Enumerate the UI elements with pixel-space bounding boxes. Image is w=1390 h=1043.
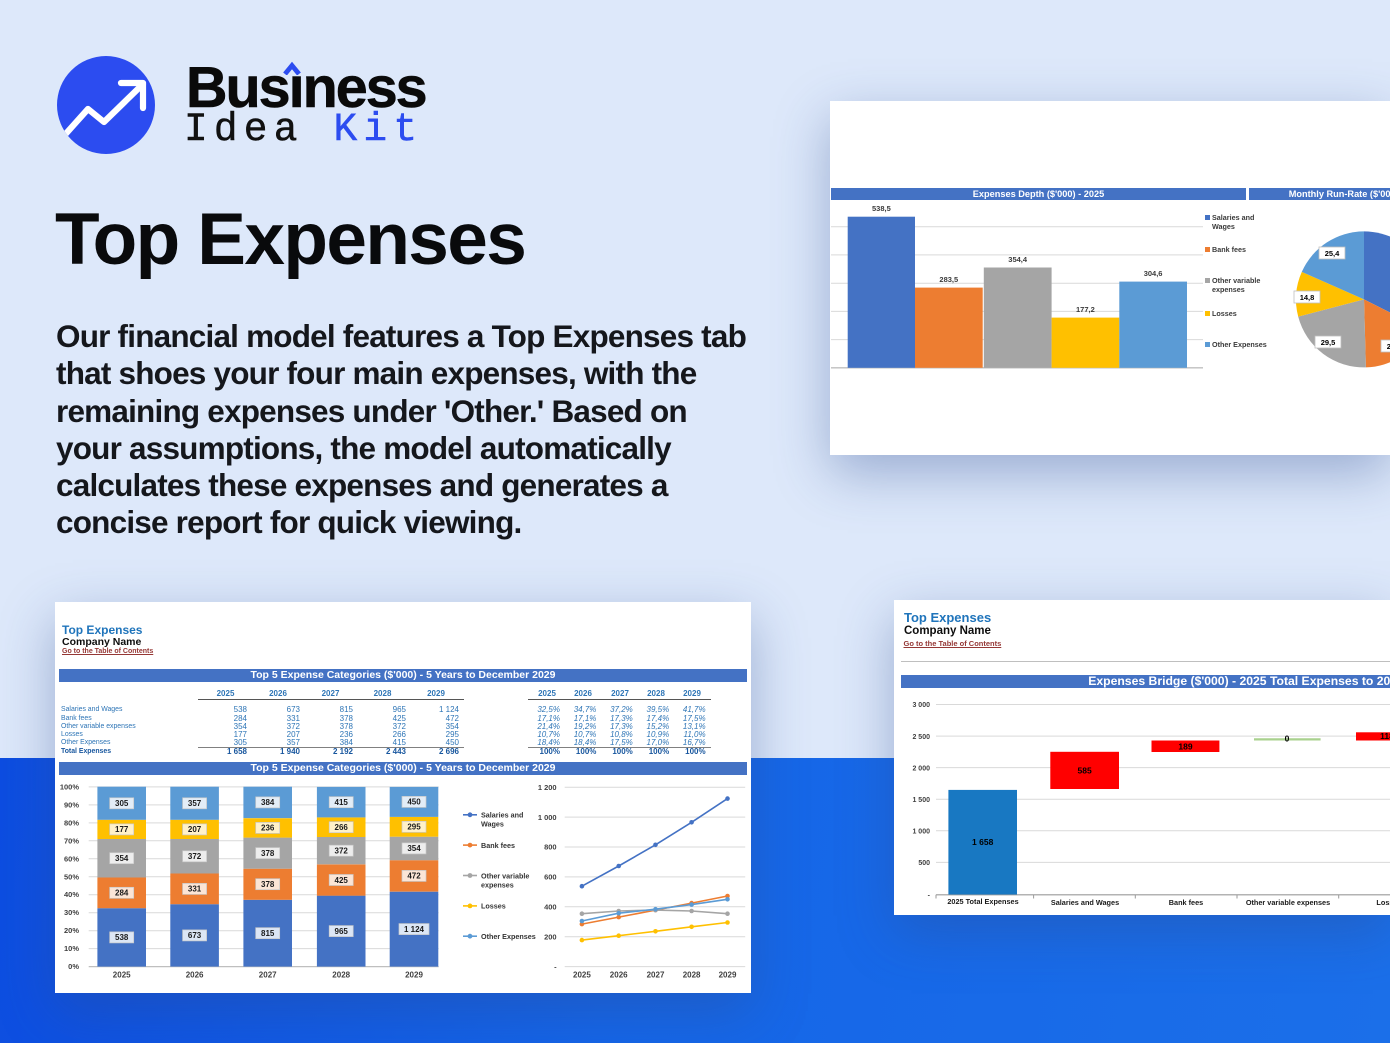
svg-text:378: 378 bbox=[261, 880, 275, 889]
svg-text:472: 472 bbox=[407, 872, 421, 881]
svg-text:2029: 2029 bbox=[405, 970, 423, 979]
svg-text:295: 295 bbox=[407, 823, 421, 832]
svg-text:Other variable: Other variable bbox=[481, 871, 529, 880]
svg-text:500: 500 bbox=[918, 860, 930, 867]
svg-text:200: 200 bbox=[544, 932, 557, 941]
svg-text:Salaries and: Salaries and bbox=[1212, 213, 1254, 222]
svg-text:538: 538 bbox=[115, 933, 129, 942]
svg-text:354: 354 bbox=[115, 854, 129, 863]
svg-text:2025: 2025 bbox=[113, 970, 131, 979]
svg-text:425: 425 bbox=[335, 876, 349, 885]
svg-text:415: 415 bbox=[335, 798, 349, 807]
svg-text:354: 354 bbox=[407, 844, 421, 853]
svg-text:2028: 2028 bbox=[683, 970, 701, 979]
svg-text:400: 400 bbox=[544, 903, 557, 912]
svg-text:20%: 20% bbox=[64, 926, 79, 935]
svg-text:14,8: 14,8 bbox=[1300, 293, 1315, 302]
svg-text:expenses: expenses bbox=[481, 880, 514, 889]
svg-text:2 500: 2 500 bbox=[912, 734, 930, 741]
svg-text:10%: 10% bbox=[64, 944, 79, 953]
svg-text:372: 372 bbox=[188, 852, 202, 861]
svg-text:2028: 2028 bbox=[332, 970, 350, 979]
svg-text:50%: 50% bbox=[64, 872, 79, 881]
svg-text:80%: 80% bbox=[64, 818, 79, 827]
svg-text:965: 965 bbox=[335, 927, 349, 936]
svg-text:207: 207 bbox=[188, 825, 202, 834]
svg-text:Losses: Losses bbox=[1376, 898, 1390, 907]
svg-text:25,4: 25,4 bbox=[1325, 249, 1340, 258]
svg-text:2 000: 2 000 bbox=[912, 765, 930, 772]
svg-text:29,5: 29,5 bbox=[1321, 338, 1336, 347]
svg-text:Salaries and: Salaries and bbox=[481, 811, 523, 820]
svg-text:Salaries and Wages: Salaries and Wages bbox=[1051, 898, 1119, 907]
svg-text:90%: 90% bbox=[64, 800, 79, 809]
svg-text:Wages: Wages bbox=[1212, 222, 1235, 231]
svg-text:372: 372 bbox=[335, 847, 349, 856]
svg-text:Other variable expenses: Other variable expenses bbox=[1246, 898, 1330, 907]
svg-text:2027: 2027 bbox=[647, 970, 665, 979]
svg-text:673: 673 bbox=[188, 931, 202, 940]
svg-text:2026: 2026 bbox=[610, 970, 628, 979]
svg-text:3 000: 3 000 bbox=[912, 702, 930, 709]
svg-text:357: 357 bbox=[188, 799, 202, 808]
svg-text:189: 189 bbox=[1178, 741, 1192, 751]
svg-text:1 500: 1 500 bbox=[912, 797, 930, 804]
svg-text:1 124: 1 124 bbox=[404, 925, 425, 934]
svg-text:1 200: 1 200 bbox=[538, 783, 557, 792]
svg-text:Other Expenses: Other Expenses bbox=[1212, 340, 1267, 349]
svg-text:450: 450 bbox=[407, 798, 421, 807]
svg-text:331: 331 bbox=[188, 885, 202, 894]
svg-text:60%: 60% bbox=[64, 854, 79, 863]
svg-text:118: 118 bbox=[1380, 731, 1390, 741]
svg-text:305: 305 bbox=[115, 799, 129, 808]
svg-text:177,2: 177,2 bbox=[1076, 305, 1095, 314]
svg-text:283,5: 283,5 bbox=[939, 275, 958, 284]
svg-text:2027: 2027 bbox=[259, 970, 277, 979]
svg-text:Losses: Losses bbox=[1212, 309, 1237, 318]
svg-text:284: 284 bbox=[115, 889, 129, 898]
svg-text:1 000: 1 000 bbox=[538, 813, 557, 822]
svg-text:585: 585 bbox=[1078, 766, 1092, 776]
svg-text:30%: 30% bbox=[64, 908, 79, 917]
svg-text:800: 800 bbox=[544, 843, 557, 852]
svg-text:Bank fees: Bank fees bbox=[1212, 245, 1246, 254]
svg-text:1 000: 1 000 bbox=[912, 829, 930, 836]
svg-text:Bank fees: Bank fees bbox=[481, 841, 515, 850]
svg-text:384: 384 bbox=[261, 798, 275, 807]
svg-text:expenses: expenses bbox=[1212, 285, 1245, 294]
svg-text:2029: 2029 bbox=[719, 970, 737, 979]
svg-text:2025: 2025 bbox=[573, 970, 591, 979]
svg-text:23,6: 23,6 bbox=[1387, 342, 1390, 351]
svg-text:2025 Total Expenses: 2025 Total Expenses bbox=[947, 897, 1018, 906]
svg-text:1 658: 1 658 bbox=[972, 837, 994, 847]
svg-text:-: - bbox=[554, 962, 557, 971]
svg-text:Losses: Losses bbox=[481, 902, 506, 911]
svg-text:100%: 100% bbox=[60, 782, 80, 791]
svg-text:Wages: Wages bbox=[481, 820, 504, 829]
svg-text:Other variable: Other variable bbox=[1212, 276, 1260, 285]
svg-text:354,4: 354,4 bbox=[1008, 255, 1028, 264]
svg-text:600: 600 bbox=[544, 873, 557, 882]
svg-text:815: 815 bbox=[261, 929, 275, 938]
svg-text:538,5: 538,5 bbox=[872, 204, 891, 213]
svg-text:2026: 2026 bbox=[186, 970, 204, 979]
svg-text:-: - bbox=[928, 893, 931, 900]
svg-text:40%: 40% bbox=[64, 890, 79, 899]
svg-text:177: 177 bbox=[115, 825, 129, 834]
svg-text:Bank fees: Bank fees bbox=[1169, 898, 1203, 907]
svg-text:Other Expenses: Other Expenses bbox=[481, 932, 536, 941]
svg-text:0: 0 bbox=[1285, 733, 1290, 743]
svg-text:0%: 0% bbox=[68, 962, 79, 971]
svg-text:70%: 70% bbox=[64, 836, 79, 845]
svg-text:378: 378 bbox=[261, 849, 275, 858]
svg-text:304,6: 304,6 bbox=[1144, 269, 1163, 278]
svg-text:236: 236 bbox=[261, 824, 275, 833]
svg-text:266: 266 bbox=[335, 823, 349, 832]
